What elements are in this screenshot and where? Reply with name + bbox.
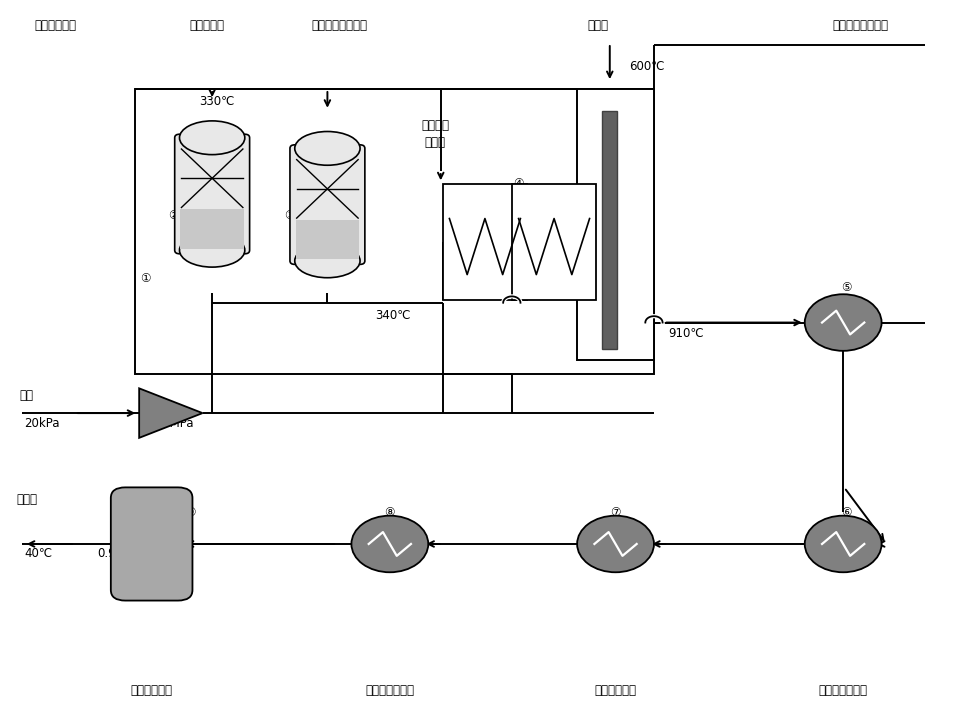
- Text: 0.9MPa: 0.9MPa: [97, 547, 139, 560]
- Circle shape: [352, 515, 428, 573]
- FancyBboxPatch shape: [111, 488, 192, 600]
- FancyBboxPatch shape: [175, 134, 249, 254]
- Text: 加氢反应器: 加氢反应器: [190, 19, 225, 32]
- Circle shape: [577, 515, 654, 573]
- Ellipse shape: [180, 233, 244, 267]
- Circle shape: [805, 294, 882, 351]
- Bar: [135, 89, 654, 374]
- Text: 1.3MPa: 1.3MPa: [152, 417, 194, 430]
- Text: ⑦: ⑦: [611, 506, 621, 518]
- Text: 沼气: 沼气: [19, 389, 34, 402]
- Text: 转化气蒸汽发生器: 转化气蒸汽发生器: [833, 19, 889, 32]
- Text: ⑥: ⑥: [840, 506, 851, 518]
- Text: ④: ④: [513, 177, 524, 190]
- Ellipse shape: [180, 121, 244, 155]
- Text: 除盐水预热器: 除盐水预热器: [594, 684, 637, 697]
- Circle shape: [805, 515, 882, 573]
- Text: ⑧: ⑧: [384, 506, 395, 518]
- Text: 氧化锌脱硫反应器: 氧化锌脱硫反应器: [311, 19, 367, 32]
- FancyBboxPatch shape: [290, 145, 365, 265]
- Text: 340℃: 340℃: [376, 309, 411, 322]
- Bar: [181, 210, 243, 249]
- Text: ②: ②: [168, 208, 179, 222]
- Bar: [602, 111, 617, 349]
- Text: ⑨: ⑨: [185, 506, 195, 518]
- Text: 装置自产
水蔚汽: 装置自产 水蔚汽: [421, 118, 449, 148]
- Text: 合成气: 合成气: [16, 493, 38, 506]
- Bar: [442, 183, 527, 300]
- Text: ⑤: ⑤: [840, 281, 851, 294]
- Ellipse shape: [295, 244, 360, 278]
- Text: 20kPa: 20kPa: [24, 417, 59, 430]
- Text: 转化炉: 转化炉: [587, 19, 609, 32]
- Bar: [577, 89, 654, 360]
- Text: ①: ①: [140, 272, 150, 285]
- Bar: [512, 183, 596, 300]
- Text: 910℃: 910℃: [668, 327, 704, 339]
- Polygon shape: [139, 389, 203, 438]
- Text: 锅炉给水预热器: 锅炉给水预热器: [818, 684, 867, 697]
- Text: 40℃: 40℃: [24, 547, 52, 560]
- Text: 原料气压缩机: 原料气压缩机: [35, 19, 76, 32]
- Text: 330℃: 330℃: [200, 96, 235, 108]
- Text: 中变气分水罐: 中变气分水罐: [130, 684, 173, 697]
- Text: 600℃: 600℃: [629, 60, 665, 73]
- Ellipse shape: [295, 131, 360, 165]
- Bar: [296, 220, 359, 260]
- Text: ③: ③: [284, 208, 295, 222]
- Text: 中变气水冷却器: 中变气水冷却器: [365, 684, 414, 697]
